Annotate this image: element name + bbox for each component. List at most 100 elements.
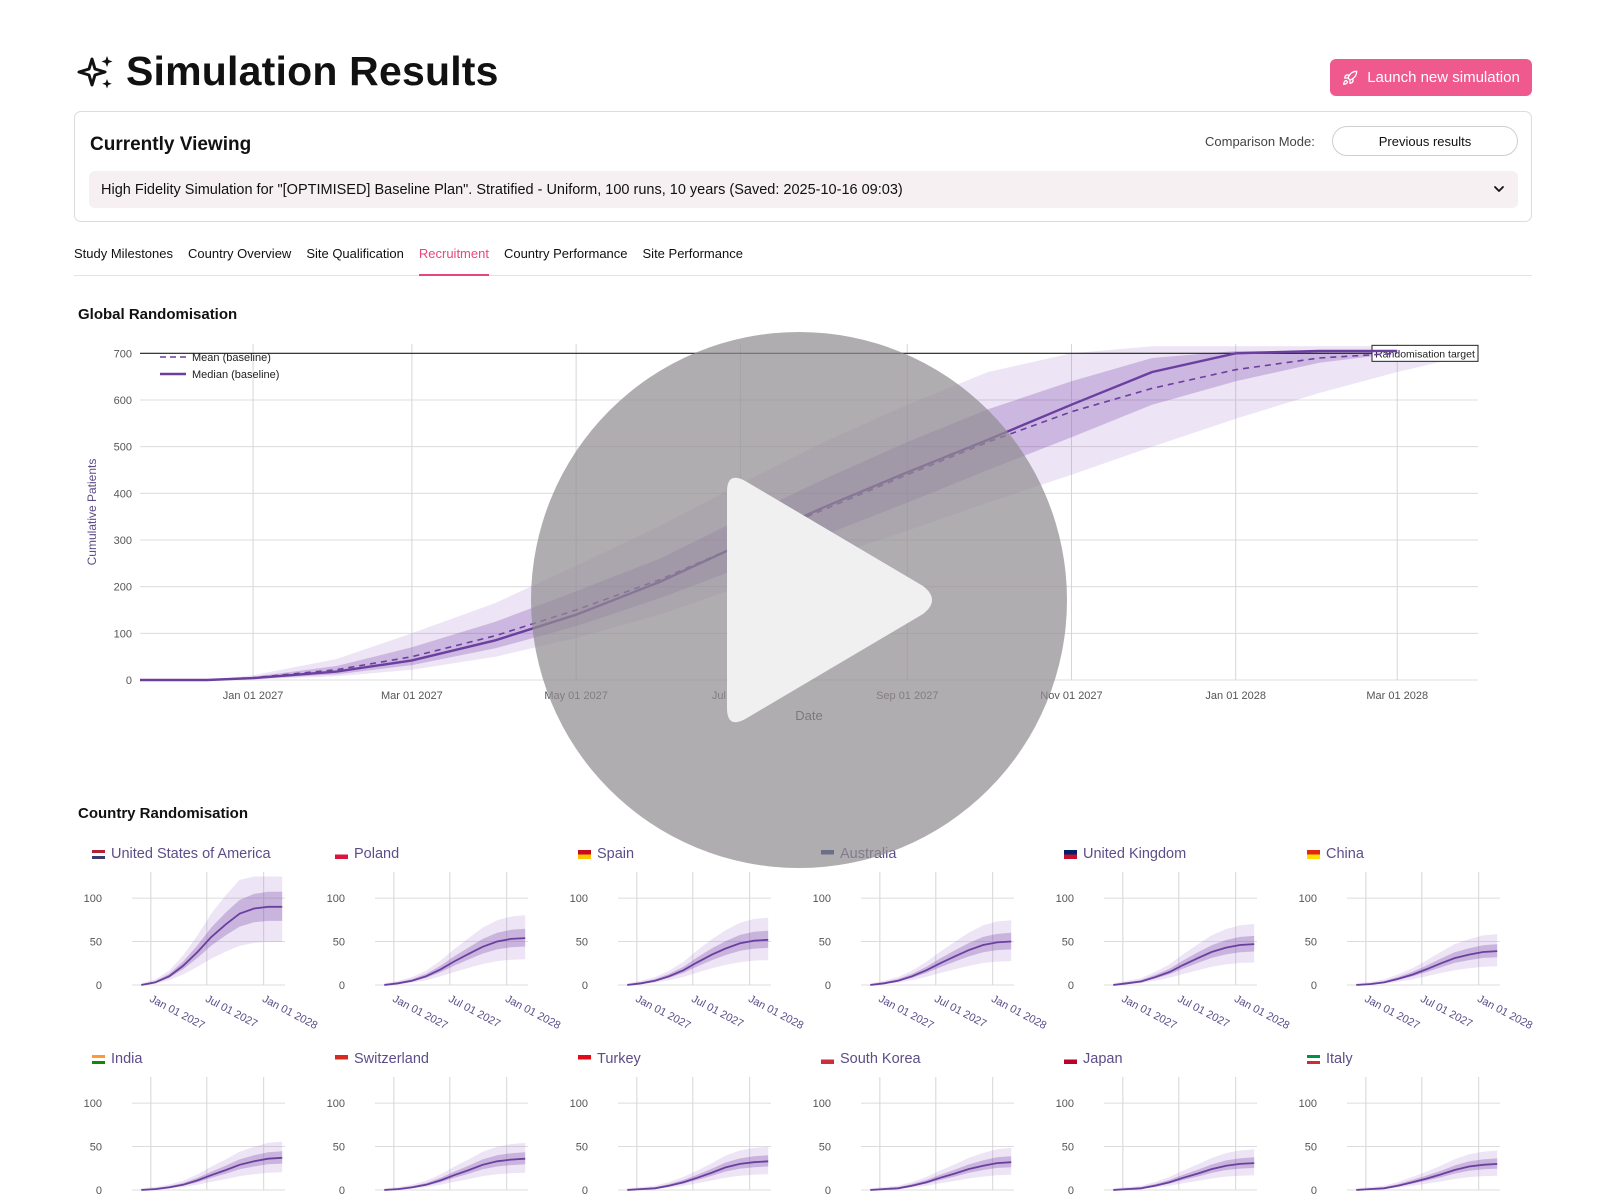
- median-series-line: [141, 1156, 283, 1191]
- confidence-band: [1113, 1157, 1255, 1190]
- confidence-band: [1113, 935, 1255, 985]
- confidence-band: [141, 891, 283, 985]
- launch-simulation-button[interactable]: Launch new simulation: [1330, 59, 1532, 96]
- tab-country-overview[interactable]: Country Overview: [188, 246, 292, 261]
- country-chart-title: India: [92, 1051, 142, 1067]
- median-series-line: [870, 940, 1012, 986]
- flag-icon: [335, 1054, 348, 1064]
- y-tick-label: 100: [327, 893, 345, 905]
- x-tick-label: Jul 01 2027: [1418, 993, 1474, 1030]
- y-tick-label: 0: [1311, 1185, 1317, 1197]
- y-tick-label: 50: [90, 937, 102, 949]
- tab-site-qualification[interactable]: Site Qualification: [306, 246, 404, 261]
- confidence-band: [1356, 934, 1498, 985]
- x-tick-label: Jan 01 2027: [876, 993, 935, 1032]
- confidence-band: [384, 928, 526, 985]
- median-series-line: [627, 938, 769, 986]
- median-series-line: [1356, 950, 1498, 986]
- x-tick-label: Nov 01 2027: [1040, 690, 1102, 702]
- flag-icon: [578, 849, 591, 859]
- y-tick-label: 600: [114, 395, 132, 407]
- country-name: China: [1326, 846, 1364, 862]
- country-chart-title: Japan: [1064, 1051, 1123, 1067]
- x-tick-label: Jan 01 2028: [260, 993, 319, 1032]
- y-tick-label: 50: [90, 1142, 102, 1154]
- sparkles-icon: [77, 55, 113, 88]
- confidence-band: [384, 1142, 526, 1190]
- confidence-band: [141, 1141, 283, 1190]
- y-tick-label: 0: [96, 980, 102, 992]
- country-name: India: [111, 1051, 143, 1067]
- country-randomisation-title: Country Randomisation: [78, 805, 249, 822]
- y-tick-label: 50: [1305, 937, 1317, 949]
- country-name: Poland: [354, 846, 400, 862]
- y-tick-label: 0: [126, 675, 132, 687]
- median-series-line: [1356, 1163, 1498, 1191]
- y-tick-label: 0: [825, 1185, 831, 1197]
- y-tick-label: 50: [576, 1142, 588, 1154]
- y-tick-label: 100: [84, 893, 102, 905]
- median-series-line: [870, 1161, 1012, 1191]
- y-tick-label: 100: [84, 1098, 102, 1110]
- y-tick-label: 0: [582, 1185, 588, 1197]
- play-icon: [727, 477, 932, 723]
- video-play-overlay[interactable]: [531, 332, 1067, 868]
- country-name: United States of America: [111, 846, 271, 862]
- flag-icon: [1307, 849, 1320, 859]
- confidence-band: [870, 1156, 1012, 1190]
- flag-icon: [1064, 849, 1077, 859]
- confidence-band: [1113, 1149, 1255, 1190]
- tab-country-performance[interactable]: Country Performance: [503, 246, 628, 261]
- y-tick-label: 100: [327, 1098, 345, 1110]
- median-series-line: [1113, 943, 1255, 986]
- launch-simulation-label: Launch new simulation: [1367, 69, 1520, 86]
- median-series-line: [384, 1157, 526, 1191]
- simulation-select[interactable]: High Fidelity Simulation for "[OPTIMISED…: [89, 171, 1518, 208]
- y-tick-label: 200: [114, 582, 132, 594]
- comparison-mode-select[interactable]: Previous results: [1332, 126, 1518, 156]
- country-chart-title: Switzerland: [335, 1051, 429, 1067]
- confidence-band: [141, 876, 283, 985]
- y-tick-label: 100: [114, 628, 132, 640]
- y-tick-label: 50: [1305, 1142, 1317, 1154]
- x-tick-label: Jul 01 2027: [689, 993, 745, 1030]
- flag-icon: [821, 1054, 834, 1064]
- country-chart-title: Poland: [335, 846, 399, 862]
- country-chart-title: Spain: [578, 846, 634, 862]
- country-chart-title: China: [1307, 846, 1364, 862]
- y-tick-label: 0: [1068, 1185, 1074, 1197]
- median-series-line: [627, 1160, 769, 1191]
- results-tabs: Study Milestones Country Overview Site Q…: [74, 246, 1532, 276]
- y-tick-label: 50: [819, 937, 831, 949]
- page-title: Simulation Results: [126, 48, 499, 94]
- comparison-mode-label: Comparison Mode:: [1205, 134, 1315, 149]
- tab-recruitment[interactable]: Recruitment: [418, 246, 489, 276]
- y-tick-label: 0: [339, 1185, 345, 1197]
- country-name: Switzerland: [354, 1051, 429, 1067]
- x-tick-label: Jul 01 2027: [446, 993, 502, 1030]
- y-tick-label: 0: [96, 1185, 102, 1197]
- tab-site-performance[interactable]: Site Performance: [642, 246, 743, 261]
- confidence-band: [627, 1155, 769, 1190]
- tab-study-milestones[interactable]: Study Milestones: [74, 246, 173, 261]
- country-chart-title: United Kingdom: [1064, 846, 1186, 862]
- median-series-line: [141, 905, 283, 986]
- y-tick-label: 100: [570, 1098, 588, 1110]
- x-tick-label: Jul 01 2027: [1175, 993, 1231, 1030]
- y-tick-label: 100: [1299, 893, 1317, 905]
- y-tick-label: 100: [813, 893, 831, 905]
- rocket-icon: [1343, 70, 1358, 85]
- confidence-band: [1113, 924, 1255, 985]
- flag-icon: [92, 1054, 105, 1064]
- country-chart-title: South Korea: [821, 1051, 921, 1067]
- y-tick-label: 50: [333, 937, 345, 949]
- flag-icon: [578, 1054, 591, 1064]
- confidence-band: [870, 932, 1012, 985]
- global-randomisation-title: Global Randomisation: [78, 306, 238, 323]
